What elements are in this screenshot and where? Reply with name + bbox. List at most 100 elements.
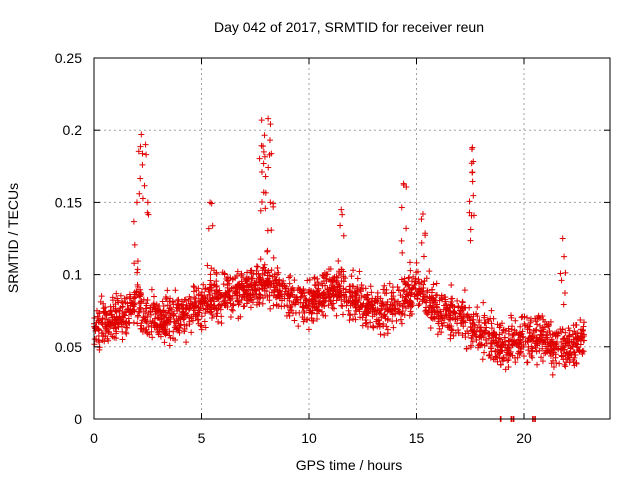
data-point bbox=[501, 334, 508, 341]
data-point bbox=[276, 281, 283, 288]
data-point bbox=[180, 306, 187, 313]
data-point bbox=[330, 290, 336, 297]
data-point bbox=[468, 335, 475, 342]
data-point bbox=[423, 275, 430, 282]
data-point bbox=[471, 322, 478, 329]
data-point bbox=[150, 301, 157, 308]
data-point bbox=[321, 302, 328, 309]
data-point bbox=[105, 337, 112, 344]
data-point bbox=[374, 289, 381, 296]
data-point bbox=[114, 320, 121, 327]
data-point bbox=[287, 272, 294, 279]
data-point bbox=[399, 249, 406, 256]
data-point bbox=[277, 287, 284, 294]
data-point bbox=[116, 308, 123, 315]
data-point bbox=[305, 289, 312, 296]
x-axis-label: GPS time / hours bbox=[296, 457, 403, 473]
data-point bbox=[560, 335, 567, 342]
data-point bbox=[370, 324, 377, 331]
data-point bbox=[224, 303, 231, 310]
data-point bbox=[547, 331, 554, 338]
x-tick-label: 20 bbox=[516, 430, 532, 446]
data-point bbox=[392, 305, 399, 312]
data-point bbox=[323, 294, 330, 301]
data-point bbox=[524, 359, 531, 366]
data-point bbox=[159, 318, 166, 325]
data-point bbox=[407, 259, 414, 266]
data-point bbox=[481, 327, 488, 334]
data-point bbox=[176, 325, 183, 332]
data-point bbox=[313, 304, 320, 311]
data-point bbox=[449, 327, 456, 334]
data-points bbox=[91, 115, 588, 422]
data-point bbox=[228, 306, 235, 313]
data-point bbox=[161, 339, 168, 346]
data-point bbox=[348, 273, 355, 280]
data-point bbox=[428, 314, 435, 321]
data-point bbox=[339, 211, 346, 218]
data-point bbox=[485, 329, 492, 336]
data-point bbox=[400, 288, 407, 295]
data-point bbox=[259, 271, 266, 278]
data-point bbox=[364, 323, 371, 330]
data-point bbox=[306, 276, 313, 283]
data-point bbox=[347, 312, 354, 319]
data-point bbox=[109, 297, 116, 304]
data-point bbox=[538, 354, 545, 361]
data-point bbox=[566, 350, 573, 357]
data-point bbox=[233, 288, 240, 295]
data-point bbox=[574, 344, 581, 351]
data-point bbox=[474, 304, 481, 311]
data-point bbox=[424, 311, 431, 318]
data-point bbox=[315, 290, 322, 297]
data-point bbox=[186, 302, 193, 309]
data-point bbox=[535, 337, 542, 344]
data-point bbox=[302, 296, 309, 303]
data-point bbox=[286, 280, 293, 287]
data-point bbox=[459, 298, 466, 305]
data-point bbox=[529, 345, 536, 352]
data-point bbox=[502, 342, 509, 349]
data-point bbox=[523, 314, 530, 321]
data-point bbox=[433, 280, 440, 287]
data-point bbox=[407, 292, 414, 299]
data-point bbox=[534, 361, 541, 368]
data-point bbox=[497, 361, 504, 368]
data-point bbox=[142, 141, 149, 148]
data-point bbox=[379, 303, 386, 310]
data-point bbox=[195, 285, 202, 292]
data-point bbox=[346, 288, 353, 295]
data-point bbox=[575, 336, 582, 343]
data-point bbox=[571, 362, 578, 369]
data-point bbox=[434, 304, 441, 311]
data-point bbox=[126, 291, 133, 298]
data-point bbox=[170, 335, 177, 342]
data-point bbox=[525, 347, 532, 354]
data-point bbox=[324, 286, 331, 293]
data-point bbox=[144, 209, 151, 216]
data-point bbox=[96, 346, 103, 353]
data-point bbox=[508, 312, 515, 319]
data-point bbox=[448, 282, 455, 289]
data-point bbox=[135, 148, 142, 155]
data-point bbox=[427, 295, 434, 302]
data-point bbox=[164, 287, 171, 294]
data-point bbox=[438, 320, 445, 327]
data-point bbox=[389, 302, 396, 309]
data-point bbox=[321, 274, 328, 281]
data-point bbox=[367, 283, 374, 290]
data-point bbox=[512, 317, 519, 324]
data-point bbox=[209, 222, 216, 229]
data-point bbox=[544, 334, 551, 341]
data-point bbox=[159, 298, 166, 305]
data-point bbox=[139, 195, 146, 202]
data-point bbox=[549, 371, 556, 378]
data-point bbox=[504, 345, 511, 352]
data-point bbox=[304, 277, 311, 284]
data-point bbox=[473, 310, 480, 317]
data-point bbox=[562, 329, 569, 336]
data-point bbox=[373, 298, 380, 305]
data-point bbox=[229, 307, 236, 314]
data-point bbox=[473, 337, 480, 344]
data-point bbox=[457, 307, 464, 314]
